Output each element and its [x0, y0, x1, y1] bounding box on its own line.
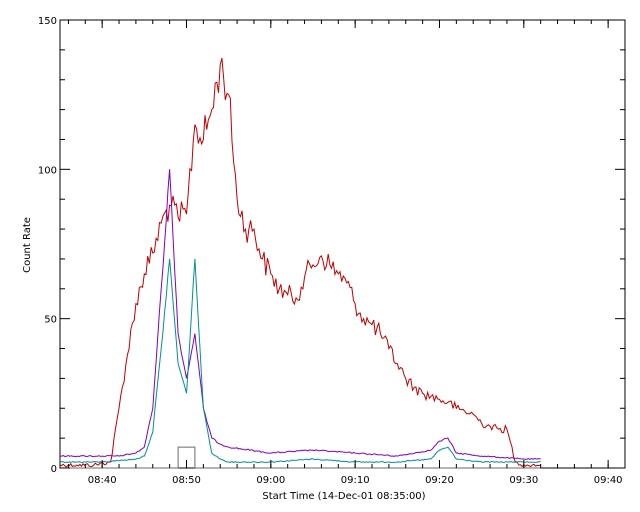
x-tick-label: 09:00: [256, 475, 285, 486]
y-tick-label: 150: [38, 16, 57, 27]
y-axis-title: Count Rate: [22, 217, 33, 273]
plot-frame: [59, 19, 626, 469]
x-tick-label: 08:40: [88, 475, 117, 486]
series-line-3: [59, 258, 541, 464]
x-axis-title: Start Time (14-Dec-01 08:35:00): [262, 491, 425, 502]
y-tick-label: 100: [38, 165, 57, 176]
series-line-1: [59, 57, 541, 468]
x-tick-label: 09:20: [425, 475, 454, 486]
y-tick-label: 0: [51, 464, 57, 475]
x-tick-label: 09:30: [509, 475, 538, 486]
series-line-4: [60, 446, 541, 469]
x-tick-label: 09:40: [594, 475, 623, 486]
x-tick-label: 08:50: [172, 475, 201, 486]
x-tick-label: 09:10: [341, 475, 370, 486]
series-line-2: [60, 169, 541, 460]
y-tick-label: 50: [44, 315, 57, 326]
